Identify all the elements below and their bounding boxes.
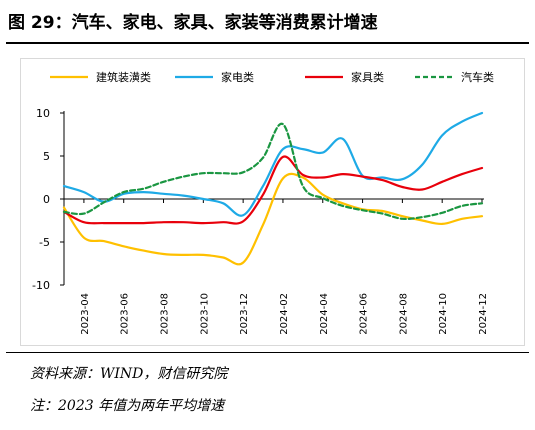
x-tick-label: 2024-04 bbox=[319, 293, 330, 335]
y-tick-label: -5 bbox=[39, 236, 50, 249]
x-tick-label: 2024-08 bbox=[398, 293, 409, 335]
legend-label: 家电类 bbox=[221, 70, 254, 84]
series-line-2 bbox=[62, 111, 484, 217]
y-tick-label: 0 bbox=[43, 193, 50, 206]
legend-label: 家具类 bbox=[351, 70, 384, 84]
x-tick-label: 2023-08 bbox=[160, 293, 171, 335]
x-tick-label: 2024-12 bbox=[478, 293, 489, 335]
line-chart: 10 5 0 -5 -10 2023-04 2023-06 2023-08 2023-10 202… bbox=[32, 70, 494, 335]
chart-frame bbox=[20, 58, 525, 346]
footnote: 注：2023 年值为两年平均增速 bbox=[30, 398, 225, 414]
x-tick-label: 2023-04 bbox=[80, 293, 91, 335]
bottom-rule bbox=[6, 352, 529, 353]
figure-title: 图 29：汽车、家电、家具、家装等消费累计增速 bbox=[8, 13, 378, 33]
series-line-3 bbox=[62, 155, 484, 225]
source-note: 资料来源：WIND，财信研究院 bbox=[30, 366, 228, 382]
x-tick-label: 2024-10 bbox=[438, 293, 449, 335]
legend-label: 汽车类 bbox=[461, 70, 494, 84]
series-line-4 bbox=[62, 122, 484, 221]
x-tick-label: 2023-06 bbox=[120, 293, 131, 335]
title-rule bbox=[6, 42, 529, 44]
legend-label: 建筑装潢类 bbox=[96, 70, 151, 84]
y-tick-label: 5 bbox=[43, 150, 50, 163]
y-tick-label: 10 bbox=[36, 107, 50, 120]
series-line-1 bbox=[62, 172, 484, 266]
x-tick-label: 2023-12 bbox=[239, 293, 250, 335]
x-tick-label: 2024-02 bbox=[279, 293, 290, 335]
x-tick-label: 2023-10 bbox=[199, 293, 210, 335]
x-tick-label: 2024-06 bbox=[359, 293, 370, 335]
y-tick-label: -10 bbox=[32, 279, 50, 292]
